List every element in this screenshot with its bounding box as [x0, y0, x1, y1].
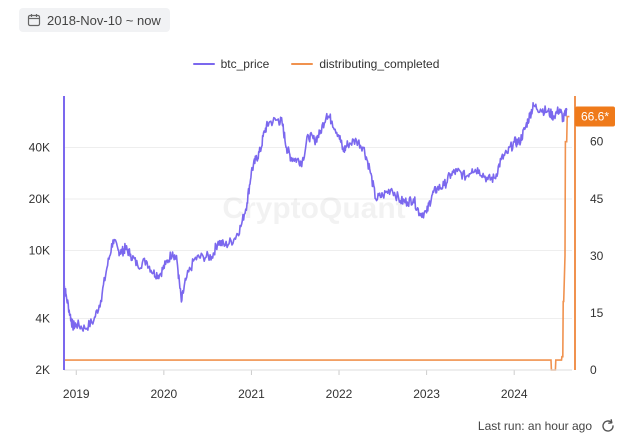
x-tick-label: 2019 [63, 387, 90, 401]
y-left-tick-label: 40K [29, 140, 50, 154]
legend-swatch-distributing-completed [291, 63, 314, 65]
series-line-btc-price[interactable] [63, 102, 568, 332]
y-right-tick-label: 15 [590, 306, 604, 320]
x-tick-label: 2022 [326, 387, 353, 401]
last-run-text: Last run: an hour ago [477, 419, 592, 433]
date-range-picker[interactable]: 2018-Nov-10 ~ now [19, 8, 170, 32]
y-right-tick-label: 30 [590, 249, 604, 263]
refresh-icon[interactable] [600, 418, 616, 434]
y-right-tick-label: 0 [590, 363, 597, 377]
current-value-badge [575, 106, 615, 127]
legend-label-btc-price: btc_price [220, 57, 270, 71]
legend-swatch-btc-price [192, 63, 215, 65]
footer: Last run: an hour ago [478, 418, 616, 434]
legend-item-distributing-completed[interactable]: distributing_completed [291, 57, 439, 71]
date-range-label: 2018-Nov-10 ~ now [47, 12, 161, 28]
x-tick-label: 2021 [238, 387, 265, 401]
series-line-distributing-completed[interactable] [64, 115, 570, 371]
x-tick-label: 2023 [413, 387, 440, 401]
chart-legend: btc_price distributing_completed [0, 57, 632, 71]
current-value-badge-label: 66.6* [581, 110, 609, 124]
legend-label-distributing-completed: distributing_completed [319, 57, 440, 71]
x-tick-label: 2020 [150, 387, 177, 401]
grid-lines [64, 146, 572, 320]
y-left-tick-label: 4K [35, 312, 50, 326]
calendar-icon [27, 13, 41, 27]
y-left-tick-label: 20K [29, 192, 50, 206]
y-right-tick-label: 60 [590, 135, 604, 149]
y-right-tick-label: 45 [590, 192, 604, 206]
legend-item-btc-price[interactable]: btc_price [192, 57, 270, 71]
x-tick-label: 2024 [501, 387, 528, 401]
y-left-tick-label: 2K [35, 363, 50, 377]
axes: 2K 4K 10K 20K 40K 0 15 30 45 60 2019 2020 2021 2022 20… [29, 96, 615, 401]
y-left-tick-label: 10K [29, 243, 50, 257]
plot-area[interactable] [63, 102, 570, 371]
